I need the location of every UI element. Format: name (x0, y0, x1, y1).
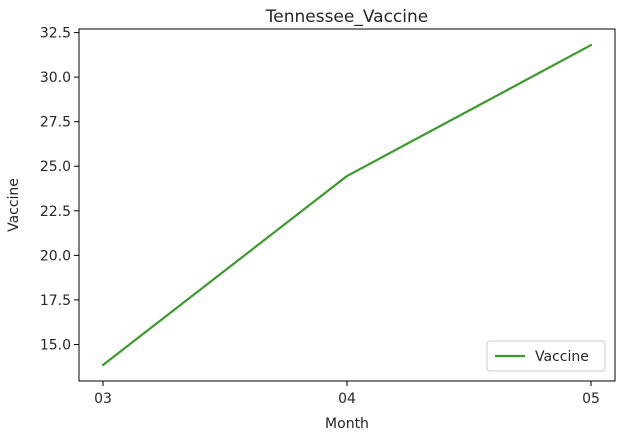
legend-label: Vaccine (535, 349, 589, 365)
series-line-vaccine (101, 43, 593, 367)
y-tick-label: 27.5 (40, 115, 71, 131)
y-tick-label: 32.5 (40, 26, 71, 42)
y-tick-label: 20.0 (40, 248, 71, 264)
x-axis-label: Month (325, 416, 369, 432)
y-tick-label: 17.5 (40, 293, 71, 309)
x-tick-label: 05 (582, 391, 600, 407)
plot-area: 15.0 17.5 20.0 22.5 25.0 27.5 30.0 32.5 03 04 05 Va… (40, 26, 616, 407)
y-tick-label: 22.5 (40, 204, 71, 220)
legend-box (486, 340, 606, 372)
y-tick-label: 25.0 (40, 159, 71, 175)
y-tick-label: 15.0 (40, 337, 71, 353)
x-tick-label: 03 (94, 391, 112, 407)
y-tick-label: 30.0 (40, 70, 71, 86)
axes-frame (78, 28, 616, 382)
y-axis-label: Vaccine (6, 178, 22, 232)
chart-title: Tennessee_Vaccine (265, 7, 428, 27)
x-tick-label: 04 (338, 391, 356, 407)
